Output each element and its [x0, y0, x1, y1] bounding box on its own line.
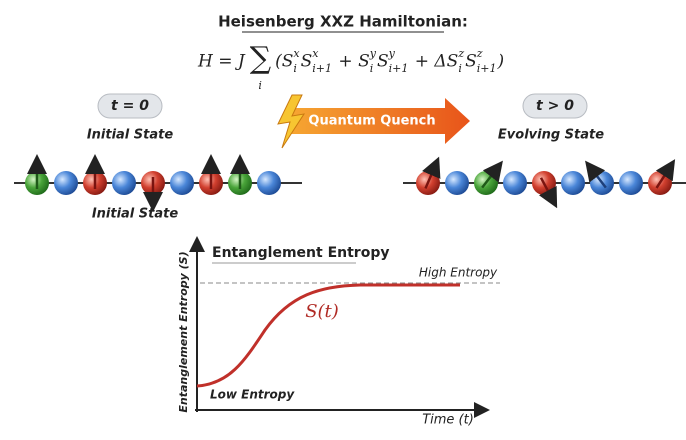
spin-arrow [481, 160, 503, 189]
graph-title: Entanglement Entropy [212, 245, 389, 261]
formula-sum: ∑ [250, 41, 272, 76]
formula-sub: i+1 [312, 62, 332, 75]
spin-ball [619, 171, 643, 195]
formula-sub: i+1 [389, 62, 409, 75]
spin-ball [54, 171, 78, 195]
low-label: Low Entropy [210, 388, 295, 402]
state-label: Initial State [87, 128, 174, 143]
lightning [277, 94, 306, 149]
quench-label: Quantum Quench [308, 114, 435, 129]
spin-arrow [422, 156, 441, 189]
formula-index: i [258, 79, 262, 92]
formula-term: (S [275, 52, 293, 72]
spin-arrow [538, 177, 558, 209]
formula-sup: x [293, 47, 300, 60]
formula-term: S [301, 52, 313, 72]
formula-sup: z [457, 47, 464, 60]
formula-term: S [377, 52, 389, 72]
formula-sub: i [370, 62, 374, 75]
curve-label: S(t) [305, 301, 339, 322]
high-label: High Entropy [419, 266, 498, 280]
spin-arrow [655, 159, 676, 189]
quench-arrow [290, 98, 470, 144]
formula-lhs: H = J [197, 52, 246, 72]
badge-text: t > 0 [536, 98, 574, 114]
formula-term: + S [333, 52, 370, 72]
formula-term: ) [497, 52, 505, 72]
spin-ball [561, 171, 585, 195]
formula-term: S [465, 52, 477, 72]
state-label: Evolving State [498, 128, 604, 143]
spin-chains [25, 154, 676, 212]
formula-sub: i [458, 62, 462, 75]
spin-ball [445, 171, 469, 195]
formula-sub: i [293, 62, 297, 75]
y-axis-label: Entanglement Entropy (S) [177, 251, 190, 412]
formula-sup: z [476, 47, 483, 60]
formula-sup: y [388, 47, 396, 60]
spin-ball [112, 171, 136, 195]
formula-term: + ΔS [409, 52, 458, 72]
formula-sup: y [369, 47, 377, 60]
spin-arrow [585, 160, 607, 189]
chain-caption: Initial State [92, 207, 179, 222]
entropy-curve [196, 283, 460, 388]
formula-sup: x [312, 47, 319, 60]
spin-ball [257, 171, 281, 195]
formula-sub: i+1 [477, 62, 497, 75]
title: Heisenberg XXZ Hamiltonian: [218, 13, 468, 31]
x-axis-label: Time (t) [422, 413, 474, 428]
badge-text: t = 0 [111, 98, 149, 114]
spin-ball [503, 171, 527, 195]
spin-ball [170, 171, 194, 195]
badge [522, 93, 588, 119]
badge [97, 93, 163, 119]
